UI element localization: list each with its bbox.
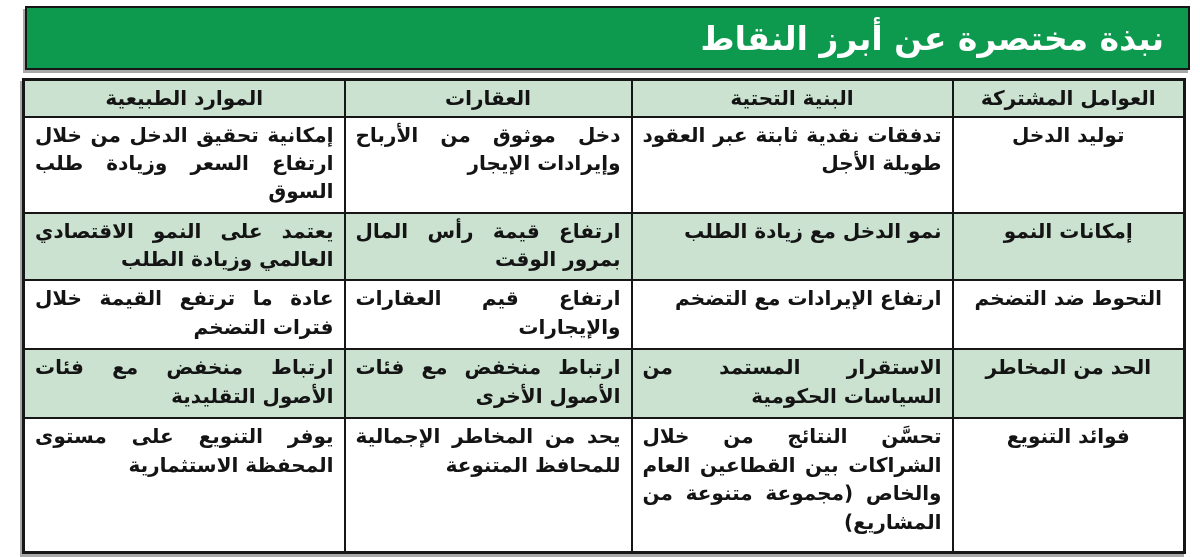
cell-infrastructure: تحسَّن النتائج من خلال الشراكات بين القط…: [630, 417, 954, 554]
table-header-row: العوامل المشتركة البنية التحتية العقارات…: [22, 78, 1186, 118]
table-row-inflation-hedge: التحوط ضد التضخم ارتفاع الإيرادات مع الت…: [22, 279, 1186, 351]
cell-natural-resources: عادة ما ترتفع القيمة خلال فترات التضخم: [22, 279, 346, 351]
column-header-natural-resources: الموارد الطبيعية: [22, 78, 346, 118]
table-row-growth-potential: إمكانات النمو نمو الدخل مع زيادة الطلب ا…: [22, 211, 1186, 282]
cell-real-estate: ارتباط منخفض مع فئات الأصول الأخرى: [343, 348, 633, 420]
cell-real-estate: دخل موثوق من الأرباح وإيرادات الإيجار: [343, 115, 633, 214]
cell-factor: التحوط ضد التضخم: [951, 279, 1186, 351]
cell-infrastructure: نمو الدخل مع زيادة الطلب: [630, 211, 954, 282]
summary-table: العوامل المشتركة البنية التحتية العقارات…: [22, 78, 1186, 554]
column-header-real-estate: العقارات: [343, 78, 633, 118]
cell-real-estate: ارتفاع قيم العقارات والإيجارات: [343, 279, 633, 351]
page-title: نبذة مختصرة عن أبرز النقاط: [700, 18, 1164, 58]
cell-natural-resources: إمكانية تحقيق الدخل من خلال ارتفاع السعر…: [22, 115, 346, 214]
cell-real-estate: ارتفاع قيمة رأس المال بمرور الوقت: [343, 211, 633, 282]
column-header-infrastructure: البنية التحتية: [630, 78, 954, 118]
cell-factor: فوائد التنويع: [951, 417, 1186, 554]
cell-factor: إمكانات النمو: [951, 211, 1186, 282]
table-row-risk-reduction: الحد من المخاطر الاستقرار المستمد من الس…: [22, 348, 1186, 420]
cell-natural-resources: ارتباط منخفض مع فئات الأصول التقليدية: [22, 348, 346, 420]
cell-infrastructure: تدفقات نقدية ثابتة عبر العقود طويلة الأج…: [630, 115, 954, 214]
cell-natural-resources: يوفر التنويع على مستوى المحفظة الاستثمار…: [22, 417, 346, 554]
cell-natural-resources: يعتمد على النمو الاقتصادي العالمي وزيادة…: [22, 211, 346, 282]
cell-factor: توليد الدخل: [951, 115, 1186, 214]
cell-infrastructure: الاستقرار المستمد من السياسات الحكومية: [630, 348, 954, 420]
column-header-common-factors: العوامل المشتركة: [951, 78, 1186, 118]
table-row-income-generation: توليد الدخل تدفقات نقدية ثابتة عبر العقو…: [22, 115, 1186, 214]
cell-real-estate: يحد من المخاطر الإجمالية للمحافظ المتنوع…: [343, 417, 633, 554]
cell-infrastructure: ارتفاع الإيرادات مع التضخم: [630, 279, 954, 351]
cell-factor: الحد من المخاطر: [951, 348, 1186, 420]
title-banner: نبذة مختصرة عن أبرز النقاط: [25, 6, 1190, 70]
table-row-diversification-benefits: فوائد التنويع تحسَّن النتائج من خلال الش…: [22, 417, 1186, 554]
